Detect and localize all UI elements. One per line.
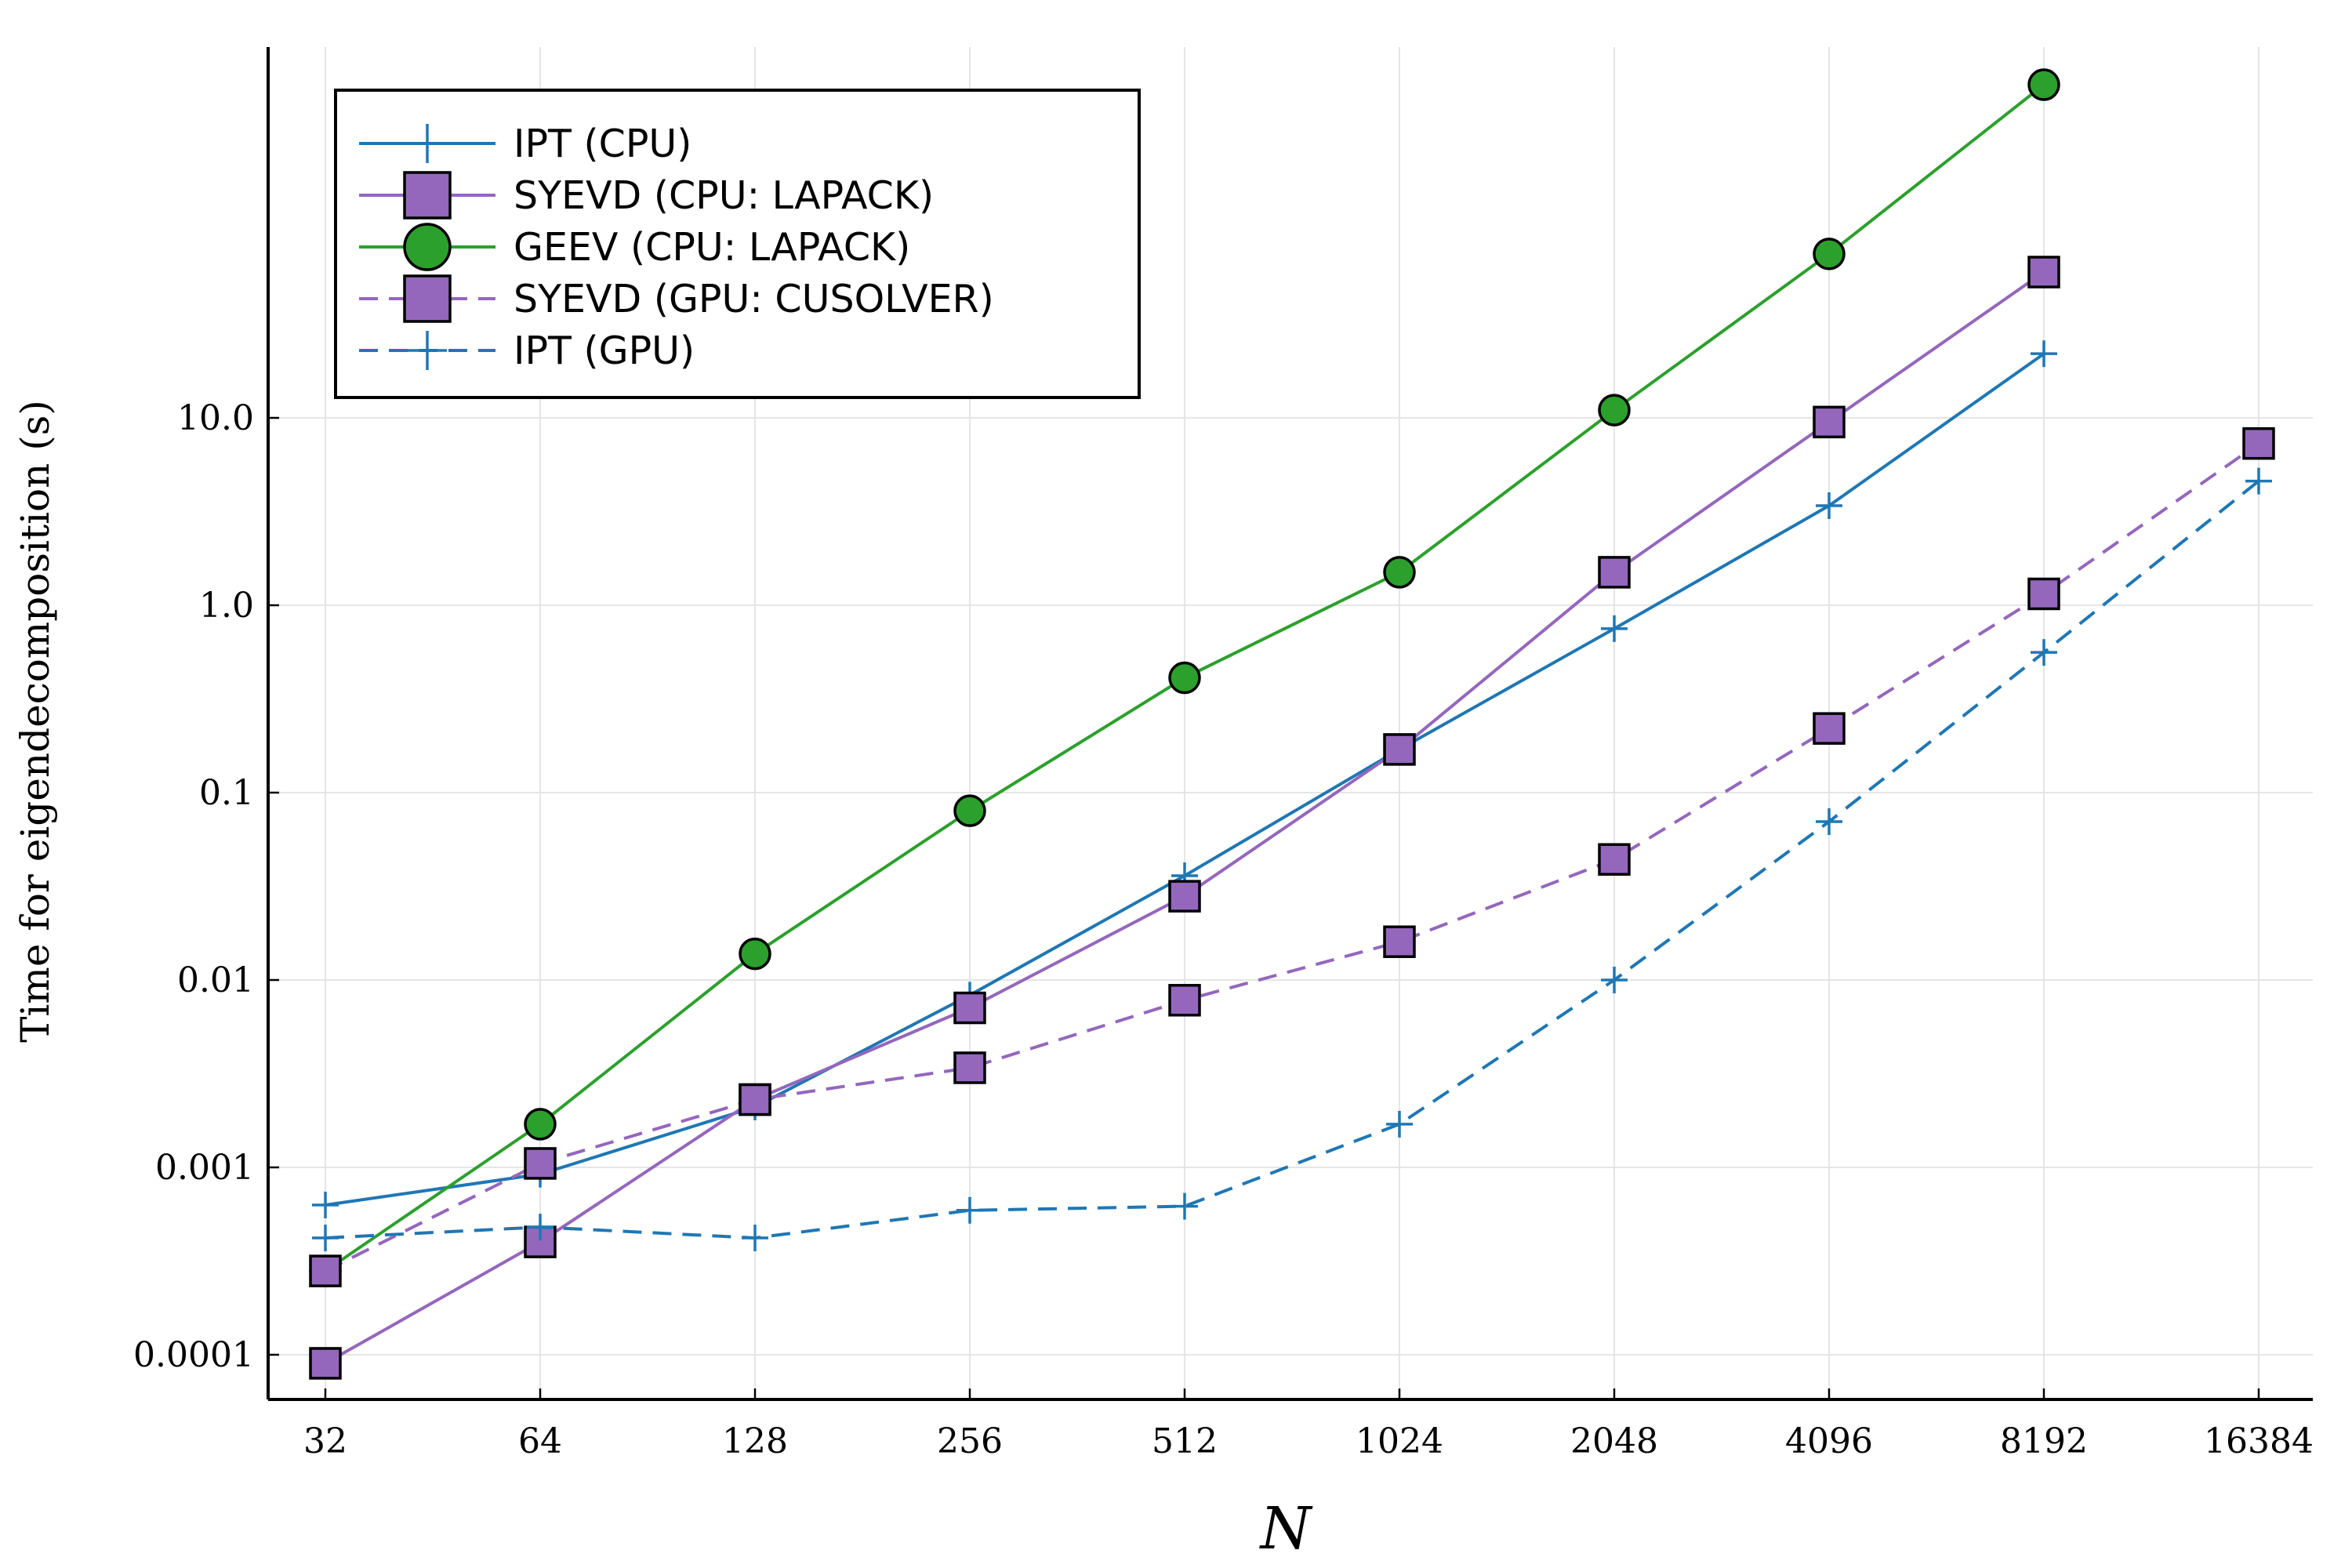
data-point-syevd-gpu-cusolver: [1813, 712, 1846, 745]
data-point-ipt-gpu: [1171, 1192, 1198, 1220]
data-point-syevd-gpu-cusolver: [1168, 984, 1201, 1017]
series-layer: [309, 68, 2275, 1380]
legend-entry-ipt-gpu: IPT (GPU): [359, 328, 695, 373]
legend-entry-ipt-cpu: IPT (CPU): [359, 122, 691, 166]
data-point-ipt-gpu: [527, 1214, 554, 1241]
data-point-geev-cpu-lapack: [1813, 238, 1846, 270]
data-point-ipt-cpu: [1816, 492, 1842, 519]
x-tick-label: 4096: [1785, 1421, 1873, 1461]
data-point-ipt-cpu: [1601, 615, 1628, 642]
legend-label: SYEVD (GPU: CUSOLVER): [514, 277, 994, 321]
x-tick-label: 8192: [2000, 1421, 2088, 1461]
series-ipt-cpu: [312, 340, 2057, 1218]
legend-marker-sample: [403, 171, 452, 220]
y-axis-title: Time for eigendecomposition (s): [13, 400, 58, 1043]
series-syevd-gpu-cusolver: [309, 426, 2275, 1287]
data-point-syevd-cpu-lapack: [1598, 556, 1631, 589]
data-point-syevd-cpu-lapack: [1813, 405, 1846, 439]
data-point-ipt-gpu: [1601, 967, 1628, 993]
data-point-geev-cpu-lapack: [524, 1108, 557, 1141]
data-point-syevd-cpu-lapack: [1383, 733, 1416, 766]
y-tick-label: 0.01: [177, 960, 254, 1000]
x-tick-label: 1024: [1356, 1421, 1443, 1461]
legend-entry-syevd-cpu-lapack: SYEVD (CPU: LAPACK): [359, 171, 934, 220]
data-point-ipt-gpu: [742, 1225, 768, 1252]
legend-entry-geev-cpu-lapack: GEEV (CPU: LAPACK): [359, 223, 910, 271]
x-tick-label: 16384: [2204, 1421, 2314, 1461]
data-point-ipt-gpu: [1386, 1110, 1413, 1138]
data-point-geev-cpu-lapack: [739, 937, 771, 971]
legend-entry-syevd-gpu-cusolver: SYEVD (GPU: CUSOLVER): [359, 274, 994, 323]
y-tick-label: 10.0: [177, 398, 254, 438]
data-point-ipt-cpu: [312, 1191, 339, 1218]
data-point-geev-cpu-lapack: [953, 794, 986, 827]
data-point-syevd-gpu-cusolver: [953, 1051, 986, 1084]
legend-marker-sample: [408, 331, 447, 370]
data-point-geev-cpu-lapack: [2027, 68, 2060, 101]
legend-label: GEEV (CPU: LAPACK): [514, 225, 910, 270]
data-point-syevd-cpu-lapack: [309, 1347, 342, 1380]
data-point-syevd-gpu-cusolver: [739, 1083, 771, 1116]
data-point-geev-cpu-lapack: [1598, 394, 1631, 426]
x-tick-label: 64: [518, 1421, 562, 1461]
legend-label: IPT (CPU): [514, 122, 691, 166]
legend-box: [334, 89, 1141, 399]
data-point-syevd-cpu-lapack: [2027, 256, 2060, 289]
x-tick-label: 2048: [1570, 1421, 1658, 1461]
data-point-ipt-gpu: [2245, 467, 2272, 495]
legend-marker-sample: [403, 274, 452, 323]
data-point-geev-cpu-lapack: [1168, 661, 1201, 695]
series-geev-cpu-lapack: [309, 68, 2060, 1287]
axes: 32 64 128 256 512 1024 2048 4096 8192 16384 0.0001…: [133, 47, 2314, 1461]
x-tick-label: 256: [937, 1421, 1003, 1461]
data-point-syevd-gpu-cusolver: [2027, 577, 2060, 611]
legend: IPT (CPU) SYEVD (CPU: LAPACK) GEEV (CPU: L…: [334, 89, 1141, 399]
data-point-syevd-cpu-lapack: [1168, 880, 1201, 913]
legend-label: IPT (GPU): [514, 328, 695, 373]
data-point-syevd-cpu-lapack: [953, 991, 986, 1025]
series-syevd-cpu-lapack: [309, 256, 2060, 1380]
series-ipt-gpu: [312, 467, 2272, 1252]
legend-marker-sample: [403, 223, 452, 271]
data-point-syevd-gpu-cusolver: [1383, 925, 1416, 958]
x-tick-label: 128: [722, 1421, 788, 1461]
data-point-ipt-gpu: [956, 1196, 983, 1224]
legend-label: SYEVD (CPU: LAPACK): [514, 173, 934, 218]
y-tick-label: 0.0001: [133, 1335, 254, 1375]
data-point-ipt-gpu: [2031, 639, 2057, 666]
data-point-ipt-gpu: [1816, 808, 1842, 836]
legend-marker-sample: [408, 124, 447, 163]
data-point-syevd-gpu-cusolver: [2242, 426, 2275, 460]
data-point-ipt-gpu: [312, 1225, 339, 1252]
x-axis-title: N: [1259, 1495, 1313, 1563]
data-point-syevd-gpu-cusolver: [524, 1147, 557, 1180]
x-tick-label: 512: [1152, 1421, 1218, 1461]
series-line-syevd-gpu-cusolver: [325, 442, 2260, 1272]
y-tick-label: 1.0: [199, 586, 254, 626]
x-tick-label: 32: [303, 1421, 347, 1461]
y-tick-label: 0.001: [155, 1148, 254, 1188]
data-point-syevd-gpu-cusolver: [309, 1254, 342, 1287]
data-point-geev-cpu-lapack: [1383, 556, 1416, 589]
data-point-ipt-cpu: [2031, 340, 2057, 368]
y-tick-label: 0.1: [199, 773, 254, 813]
data-point-syevd-gpu-cusolver: [1598, 843, 1631, 876]
